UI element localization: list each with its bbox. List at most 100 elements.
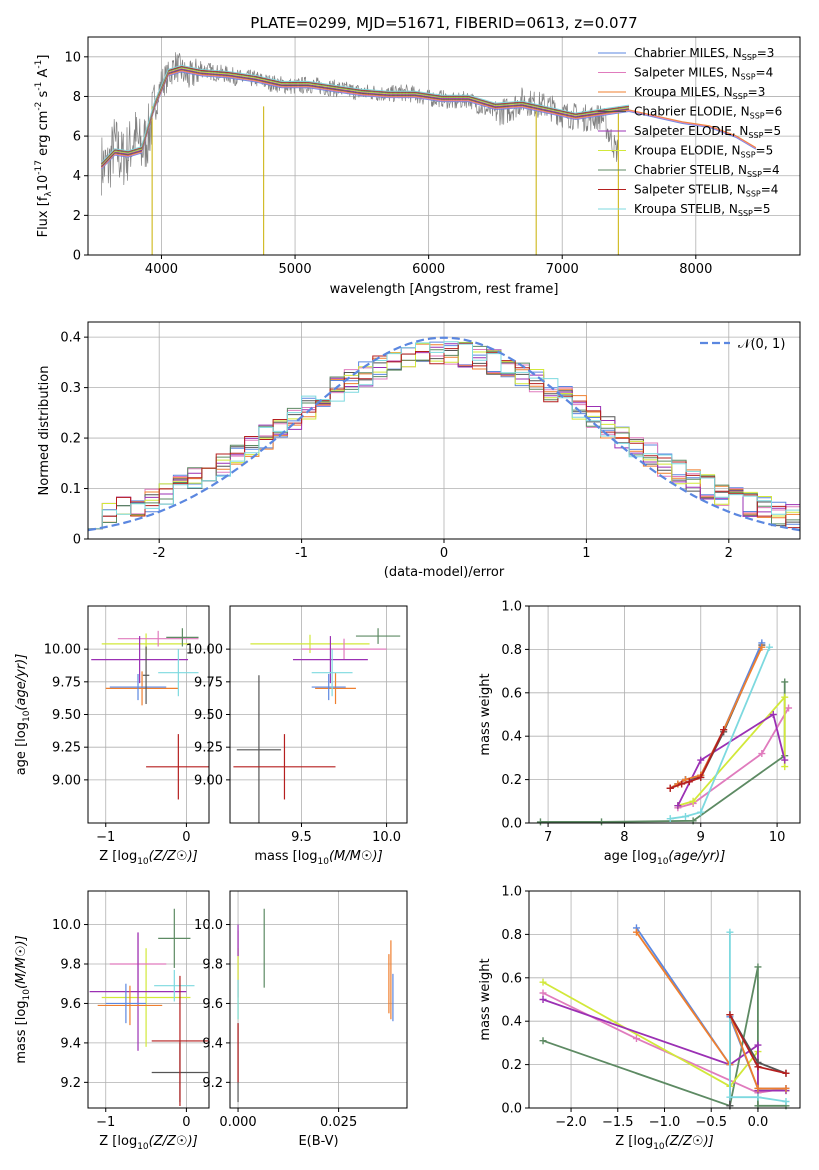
mw-age-axes xyxy=(529,605,800,824)
x-tick-label: 8000 xyxy=(679,262,712,277)
x-tick-label: 9 xyxy=(697,830,705,845)
mass-weight-marker xyxy=(726,928,734,936)
y-tick-label: 0.3 xyxy=(60,381,81,396)
y-tick-label: 0.2 xyxy=(501,773,522,788)
label-sub: 10 xyxy=(318,857,330,867)
mass-weight-line xyxy=(669,646,763,790)
y-tick-label: 0.0 xyxy=(501,1102,522,1117)
mw-Z-plot xyxy=(539,924,790,1110)
axis-label: age [log10(age/yr)] xyxy=(14,654,32,776)
mass-Z-axes xyxy=(88,891,209,1108)
mass-weight-marker xyxy=(632,1035,640,1043)
mass-weight-line xyxy=(670,646,771,820)
mass-weight-marker xyxy=(754,1041,762,1049)
legend-suffix: =3 xyxy=(748,85,766,99)
legend-name: Chabrier STELIB, N xyxy=(634,163,747,177)
legend-sub: SSP xyxy=(742,53,757,62)
legend-name: Salpeter STELIB, N xyxy=(634,183,746,197)
mass-weight-marker xyxy=(782,1097,790,1105)
label-part: (M/M☉)] xyxy=(329,849,383,864)
legend-sub: SSP xyxy=(748,131,763,140)
legend-suffix: =4 xyxy=(761,183,779,197)
y-tick-label: 0.4 xyxy=(501,730,522,745)
legend-sub: SSP xyxy=(750,112,765,121)
y-tick-label: 0.0 xyxy=(501,817,522,832)
age-mass-axes xyxy=(230,606,407,823)
y-tick-label: 9.75 xyxy=(194,675,223,690)
x-tick-label: -2 xyxy=(153,546,166,561)
mass-weight-marker xyxy=(765,643,773,651)
legend-sub: SSP xyxy=(746,190,761,199)
y-tick-label: 2 xyxy=(73,209,81,224)
mass-weight-marker xyxy=(689,797,697,805)
label-sub: 10 xyxy=(653,1142,665,1152)
x-tick-label: 6000 xyxy=(412,262,445,277)
legend-entry: Kroupa ELODIE, NSSP=5 xyxy=(634,144,773,160)
y-tick-label: 0.8 xyxy=(501,928,522,943)
label-part: (Z/Z☉)] xyxy=(665,1134,714,1149)
y-tick-label: 9.25 xyxy=(52,741,81,756)
x-tick-label: 0 xyxy=(440,546,448,561)
mass-weight-marker xyxy=(598,818,606,826)
legend-name: Salpeter ELODIE, N xyxy=(634,124,748,138)
y-tick-label: 1.0 xyxy=(501,885,522,900)
legend-sub: SSP xyxy=(741,151,756,160)
y-tick-label: 10.00 xyxy=(186,643,223,658)
mass-weight-marker xyxy=(666,784,674,792)
axis-label: mass [log10(M/M☉)] xyxy=(14,935,32,1063)
mass-EBV-frame: 0.000 0.025 9.2 9.4 9.6 9.8 10.0 xyxy=(194,890,408,1130)
legend-entry: Chabrier MILES, NSSP=3 xyxy=(634,46,774,62)
y-tick-label: 10.0 xyxy=(194,918,223,933)
mw-Z-labels: Z [log10(Z/Z☉)] mass weight xyxy=(478,958,714,1152)
mw-age-plot xyxy=(536,639,793,826)
x-tick-label: 0 xyxy=(182,830,190,845)
y-tick-label: 9.50 xyxy=(52,708,81,723)
mass-weight-marker xyxy=(781,763,789,771)
mass-weight-marker xyxy=(674,802,682,810)
x-tick-label: -1 xyxy=(295,546,308,561)
label-part: (Z/Z☉)] xyxy=(149,1134,198,1149)
y-tick-label: 0.6 xyxy=(501,686,522,701)
y-tick-label: 9.00 xyxy=(52,773,81,788)
mass-weight-marker xyxy=(685,778,693,786)
mass-weight-marker xyxy=(781,693,789,701)
x-tick-label: −1 xyxy=(96,1115,115,1130)
axes-frame xyxy=(528,605,801,824)
y-tick-label: 9.00 xyxy=(194,773,223,788)
legend-name: Chabrier MILES, N xyxy=(634,46,742,60)
legend-suffix: =5 xyxy=(756,144,774,158)
model-fit-line xyxy=(101,65,630,164)
y-tick-label: 0 xyxy=(73,533,81,548)
y-tick-label: 9.8 xyxy=(60,957,81,972)
x-axis-label: E(B-V) xyxy=(298,1134,338,1149)
mass-weight-marker xyxy=(758,750,766,758)
x-tick-label: 0.000 xyxy=(219,1115,256,1130)
residuals-frame: -2 -1 0 1 2 0 0.1 0.2 0.3 0.4 xyxy=(60,321,801,561)
legend-suffix: =4 xyxy=(756,66,774,80)
mw-Z-axes xyxy=(529,890,800,1109)
y-tick-label: 0 xyxy=(73,249,81,264)
mass-weight-marker xyxy=(781,678,789,686)
mass-weight-marker xyxy=(726,1093,734,1101)
mass-weight-marker xyxy=(720,726,728,734)
axis-label: mass [log10(M/M☉)] xyxy=(254,849,382,867)
x-tick-label: −1.5 xyxy=(602,1115,634,1130)
legend-name: Salpeter MILES, N xyxy=(634,66,741,80)
spectrum-labels: wavelength [Angstrom, rest frame] Flux [f… xyxy=(34,55,558,297)
x-tick-label: 10.0 xyxy=(372,830,401,845)
legend-sub: SSP xyxy=(738,209,753,218)
legend-entry: 𝒩(0, 1) xyxy=(738,337,785,352)
legend-suffix: =4 xyxy=(762,163,780,177)
legend-sub: SSP xyxy=(747,170,762,179)
mass-weight-marker xyxy=(782,1069,790,1077)
x-axis-label: (data-model)/error xyxy=(384,565,505,580)
axis-label: age [log10(age/yr)] xyxy=(604,849,726,867)
age-Z-labels: Z [log10(Z/Z☉)] age [log10(age/yr)] xyxy=(14,654,198,867)
axis-label: Z [log10(Z/Z☉)] xyxy=(99,849,197,867)
mass-weight-line xyxy=(677,713,786,807)
axes-frame xyxy=(87,36,801,256)
label-sub: 10 xyxy=(137,857,149,867)
mass-weight-line xyxy=(677,694,786,807)
